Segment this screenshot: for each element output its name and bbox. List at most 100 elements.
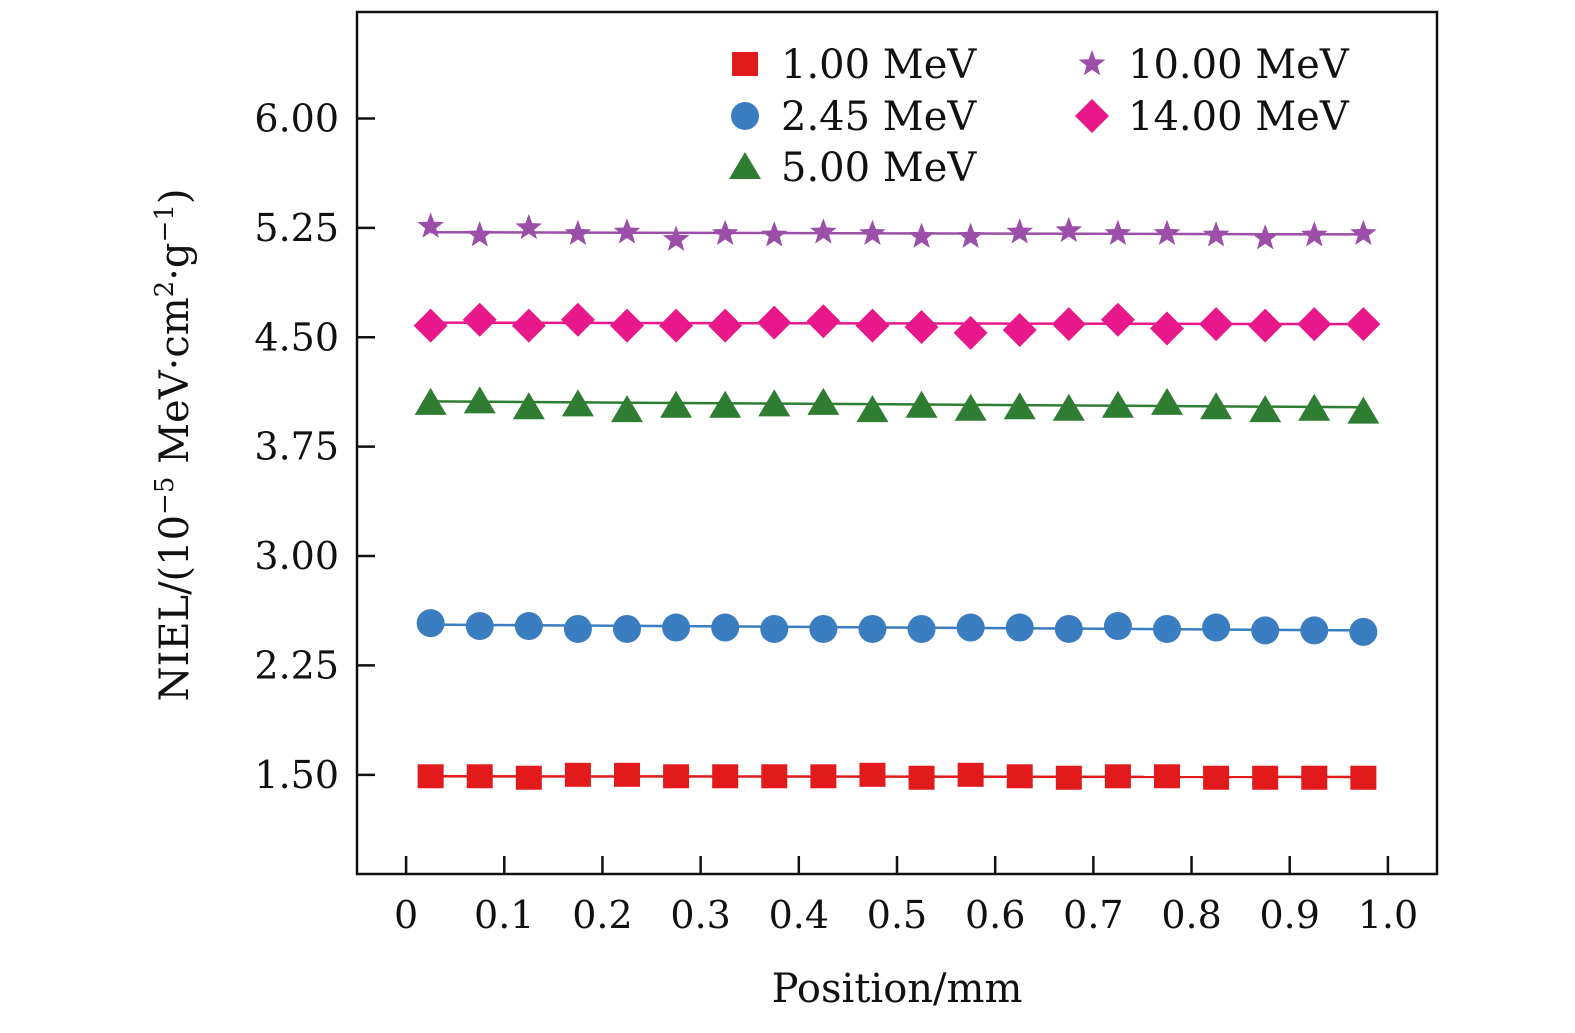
data-point (1153, 219, 1181, 246)
data-point (611, 395, 643, 423)
x-tick-label: 0.1 (474, 893, 534, 937)
data-point (1298, 393, 1331, 421)
data-point (905, 390, 938, 418)
legend-label: 14.00 MeV (1128, 94, 1350, 140)
data-point (414, 387, 447, 415)
data-point (709, 390, 742, 418)
data-point (1104, 764, 1131, 789)
data-point (1103, 612, 1132, 641)
data-point (1202, 613, 1231, 642)
x-tick-label: 0.8 (1161, 893, 1221, 937)
plot-frame (355, 10, 1439, 876)
x-tick-label: 0.5 (867, 893, 927, 937)
legend-item-14-00-mev: 14.00 MeV (1075, 94, 1350, 140)
x-tick-label: 0.6 (965, 893, 1025, 937)
data-point (564, 219, 592, 246)
data-point (416, 609, 445, 638)
data-point (560, 302, 595, 337)
data-point (1055, 216, 1083, 243)
data-point (413, 308, 448, 343)
data-point (512, 392, 545, 420)
series-2-45-mev (416, 609, 1378, 646)
x-tick-label: 1.0 (1358, 893, 1418, 937)
y-tick-label: 5.25 (254, 206, 339, 250)
x-axis: 0 0.1 0.2 0.3 0.4 0.5 0.6 0.7 0.8 0.9 1.0 (394, 856, 1418, 937)
data-point (809, 614, 838, 643)
data-point (1252, 765, 1279, 790)
data-point (1151, 387, 1183, 415)
data-point (466, 764, 493, 789)
y-axis-title-mid2: ·g (152, 242, 198, 280)
data-point (907, 614, 936, 643)
y-axis-title-mid: MeV·cm (152, 297, 198, 476)
data-point (806, 304, 841, 339)
x-tick-label: 0.4 (769, 893, 829, 937)
data-point (859, 762, 886, 787)
data-point (613, 614, 641, 643)
legend-label: 10.00 MeV (1128, 42, 1350, 88)
data-point (1100, 302, 1135, 337)
legend-marker (731, 102, 759, 130)
data-point (515, 213, 543, 240)
data-point (417, 212, 444, 238)
x-tick-label: 0.3 (670, 893, 730, 937)
y-tick-label: 6.00 (254, 96, 339, 140)
data-point (1052, 393, 1085, 421)
data-point (1347, 396, 1380, 424)
data-point (810, 218, 837, 244)
y-tick-label: 3.75 (254, 425, 339, 469)
data-point (466, 221, 494, 247)
series-14-00-mev (413, 302, 1381, 350)
data-point (614, 762, 640, 787)
data-point (711, 613, 740, 642)
data-point (515, 765, 542, 790)
y-axis-title-base: NIEL/(10 (152, 515, 198, 702)
data-point (1054, 614, 1083, 643)
data-point (1350, 765, 1377, 790)
data-point (613, 218, 641, 244)
y-tick-label: 1.50 (254, 753, 339, 797)
data-point (904, 310, 939, 345)
y-axis-title-end: ) (152, 189, 198, 205)
data-point (1203, 765, 1230, 790)
data-point (1300, 221, 1328, 247)
data-point (859, 219, 886, 246)
data-point (659, 308, 694, 343)
legend-label: 2.45 MeV (781, 94, 977, 140)
data-point (807, 387, 840, 415)
x-tick-label: 0.9 (1260, 893, 1320, 937)
data-point (564, 762, 591, 787)
data-point (712, 764, 739, 789)
data-point (1154, 764, 1180, 789)
legend-marker (1078, 50, 1106, 76)
series-layer (413, 212, 1381, 790)
data-point (1055, 765, 1082, 790)
y-axis-title: NIEL/(10−5 MeV·cm2·g−1) (150, 189, 198, 702)
series-1-00-mev (417, 762, 1377, 790)
data-point (1003, 392, 1036, 420)
data-point (1350, 219, 1377, 246)
data-point (954, 393, 987, 421)
x-tick-label: 0.2 (572, 893, 632, 937)
data-point (1301, 765, 1328, 790)
y-axis-title-exp2: 2 (150, 281, 180, 298)
data-point (1153, 614, 1181, 643)
data-point (810, 764, 837, 789)
data-point (463, 386, 496, 414)
data-point (1297, 307, 1332, 342)
x-axis-title: Position/mm (772, 966, 1023, 1012)
data-point (1251, 224, 1279, 250)
data-point (957, 762, 984, 787)
y-tick-label: 3.00 (254, 534, 339, 578)
data-point (563, 614, 592, 643)
data-point (855, 308, 890, 343)
data-point (660, 390, 693, 418)
legend-item-1-00-mev: 1.00 MeV (732, 42, 977, 88)
data-point (417, 764, 444, 789)
data-point (1300, 616, 1329, 645)
legend-item-5-00-mev: 5.00 MeV (729, 145, 977, 191)
data-point (760, 614, 789, 643)
data-point (465, 612, 494, 641)
legend-label: 5.00 MeV (781, 145, 977, 191)
